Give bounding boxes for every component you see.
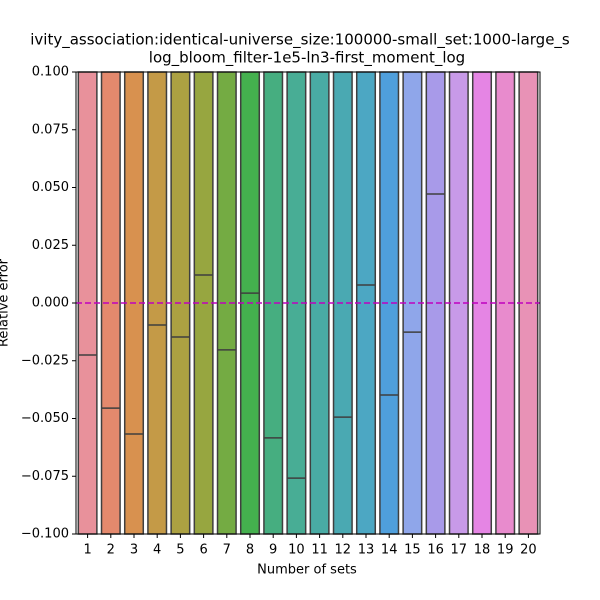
x-tick-label: 7	[223, 543, 231, 558]
x-tick-label: 14	[381, 543, 398, 558]
x-axis-label: Number of sets	[257, 563, 357, 578]
x-tick-label: 12	[335, 543, 352, 558]
x-tick-label: 13	[358, 543, 375, 558]
x-tick-label: 18	[474, 543, 491, 558]
y-tick-label: 0.000	[32, 296, 69, 311]
chart-title: ivity_association:identical-universe_siz…	[30, 31, 570, 50]
y-tick-label: −0.025	[21, 353, 69, 368]
x-tick-label: 3	[130, 543, 138, 558]
x-tick-label: 5	[176, 543, 184, 558]
plot-frame	[75, 71, 541, 535]
x-tick-label: 2	[107, 543, 115, 558]
y-tick-label: 0.025	[32, 238, 69, 253]
x-tick-label: 11	[311, 543, 328, 558]
x-tick-label: 20	[520, 543, 537, 558]
x-tick-label: 4	[153, 543, 161, 558]
x-tick-label: 8	[246, 543, 254, 558]
x-tick-label: 6	[199, 543, 207, 558]
x-tick-label: 15	[404, 543, 421, 558]
y-tick-label: 0.075	[32, 122, 69, 137]
y-tick-label: −0.050	[21, 411, 69, 426]
x-tick-label: 10	[288, 543, 305, 558]
x-tick-label: 19	[497, 543, 514, 558]
y-axis-label: Relative error	[0, 258, 12, 347]
chart-title: log_bloom_filter-1e5-ln3-first_moment_lo…	[149, 49, 465, 68]
y-tick-label: −0.075	[21, 469, 69, 484]
x-tick-label: 17	[451, 543, 468, 558]
x-tick-label: 1	[83, 543, 91, 558]
x-tick-label: 16	[427, 543, 444, 558]
x-tick-label: 9	[269, 543, 277, 558]
y-tick-label: 0.100	[32, 65, 69, 80]
y-tick-label: −0.100	[21, 527, 69, 542]
y-tick-label: 0.050	[32, 180, 69, 195]
